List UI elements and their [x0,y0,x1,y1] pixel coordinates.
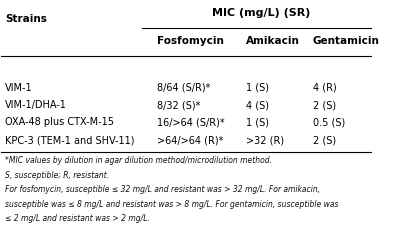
Text: Gentamicin: Gentamicin [313,36,380,46]
Text: Fosfomycin: Fosfomycin [157,36,224,46]
Text: >64/>64 (R)*: >64/>64 (R)* [157,135,224,145]
Text: 8/32 (S)*: 8/32 (S)* [157,100,200,110]
Text: susceptible was ≤ 8 mg/L and resistant was > 8 mg/L. For gentamicin, susceptible: susceptible was ≤ 8 mg/L and resistant w… [5,200,338,209]
Text: ≤ 2 mg/L and resistant was > 2 mg/L.: ≤ 2 mg/L and resistant was > 2 mg/L. [5,214,150,223]
Text: 8/64 (S/R)*: 8/64 (S/R)* [157,83,210,93]
Text: VIM-1: VIM-1 [5,83,33,93]
Text: 1 (S): 1 (S) [246,117,269,127]
Text: KPC-3 (TEM-1 and SHV-11): KPC-3 (TEM-1 and SHV-11) [5,135,134,145]
Text: MIC (mg/L) (SR): MIC (mg/L) (SR) [212,8,310,18]
Text: 2 (S): 2 (S) [313,100,336,110]
Text: OXA-48 plus CTX-M-15: OXA-48 plus CTX-M-15 [5,117,114,127]
Text: >32 (R): >32 (R) [246,135,284,145]
Text: 2 (S): 2 (S) [313,135,336,145]
Text: For fosfomycin, susceptible ≤ 32 mg/L and resistant was > 32 mg/L. For amikacin,: For fosfomycin, susceptible ≤ 32 mg/L an… [5,185,320,194]
Text: S, susceptible; R, resistant.: S, susceptible; R, resistant. [5,171,109,180]
Text: 1 (S): 1 (S) [246,83,269,93]
Text: *MIC values by dilution in agar dilution method/microdilution method.: *MIC values by dilution in agar dilution… [5,156,272,165]
Text: 4 (S): 4 (S) [246,100,269,110]
Text: Amikacin: Amikacin [246,36,300,46]
Text: Strains: Strains [5,14,47,24]
Text: 0.5 (S): 0.5 (S) [313,117,345,127]
Text: 16/>64 (S/R)*: 16/>64 (S/R)* [157,117,225,127]
Text: 4 (R): 4 (R) [313,83,336,93]
Text: VIM-1/DHA-1: VIM-1/DHA-1 [5,100,67,110]
